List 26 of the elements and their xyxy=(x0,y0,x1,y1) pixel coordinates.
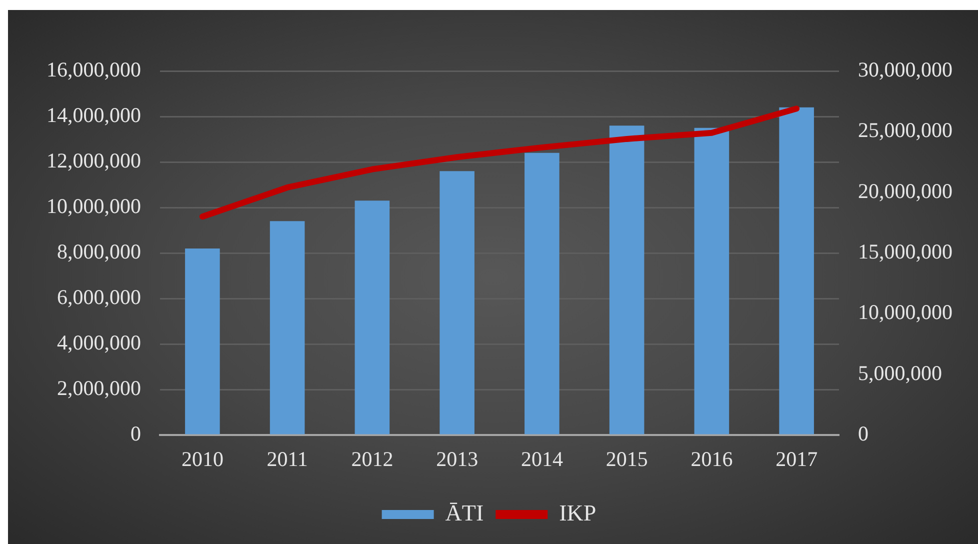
x-tick-label: 2012 xyxy=(351,447,394,472)
y-tick-label: 4,000,000 xyxy=(57,330,141,355)
y-tick-label: 14,000,000 xyxy=(46,103,141,128)
y-tick-label: 2,000,000 xyxy=(57,376,141,400)
y2-tick-label: 20,000,000 xyxy=(858,178,952,203)
y-tick-label: 16,000,000 xyxy=(46,58,141,82)
x-tick-label: 2011 xyxy=(266,447,308,472)
y2-tick-label: 0 xyxy=(858,422,868,446)
x-tick-label: 2013 xyxy=(436,447,478,472)
y2-tick-label: 5,000,000 xyxy=(858,360,942,385)
y-tick-label: 6,000,000 xyxy=(57,285,141,310)
x-tick-label: 2017 xyxy=(776,447,818,472)
y2-tick-label: 10,000,000 xyxy=(858,300,952,324)
y-tick-label: 0 xyxy=(130,422,141,446)
x-tick-label: 2014 xyxy=(520,447,564,472)
y-tick-label: 8,000,000 xyxy=(57,240,141,264)
y2-tick-label: 30,000,000 xyxy=(858,58,952,82)
y-tick-label: 12,000,000 xyxy=(46,148,141,173)
legend-label: ĀTI xyxy=(445,500,484,526)
x-tick-label: 2016 xyxy=(690,447,733,472)
x-tick-label: 2015 xyxy=(606,447,648,472)
y2-tick-label: 15,000,000 xyxy=(858,240,952,264)
legend-label: IKP xyxy=(559,500,596,526)
y2-tick-label: 25,000,000 xyxy=(858,118,952,142)
x-tick-label: 2010 xyxy=(181,447,224,472)
y-tick-label: 10,000,000 xyxy=(46,194,141,218)
